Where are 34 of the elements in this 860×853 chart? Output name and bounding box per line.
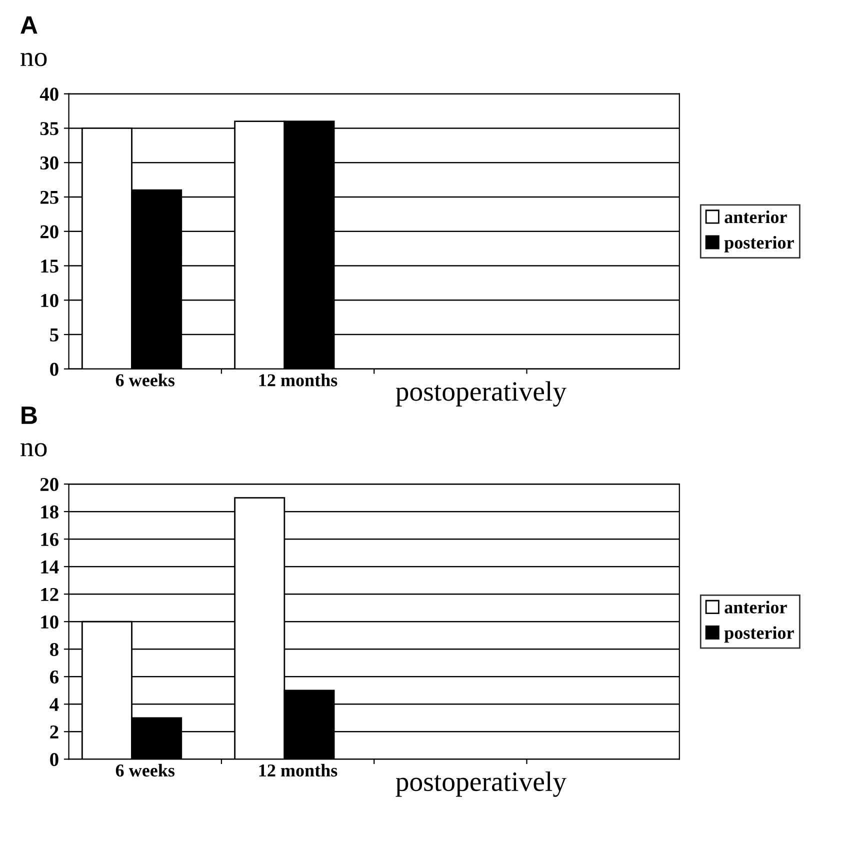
- y-tick-label: 14: [41, 560, 59, 574]
- x-axis-title: postoperatively: [396, 381, 566, 407]
- legend-label: posterior: [724, 236, 794, 252]
- y-tick-label: 15: [41, 260, 58, 273]
- y-tick-label: 30: [40, 156, 58, 170]
- y-tick-label: 5: [50, 328, 58, 342]
- chart-title: A: [20, 16, 38, 34]
- x-tick-label: 12 months: [259, 374, 338, 386]
- y-tick-label: 0: [50, 752, 58, 766]
- y-tick-label: 25: [40, 190, 58, 204]
- legend-label: anterior: [724, 210, 787, 224]
- y-tick-label: 12: [41, 588, 58, 601]
- y-tick-label: 20: [40, 225, 58, 238]
- y-tick-label: 10: [41, 615, 58, 629]
- legend-label: posterior: [724, 626, 794, 643]
- x-tick-label: 6 weeks: [116, 374, 175, 386]
- y-tick-label: 16: [41, 532, 59, 546]
- y-tick-label: 10: [41, 294, 58, 308]
- y-tick-label: 6: [50, 670, 59, 684]
- y-tick-label: 2: [50, 726, 58, 738]
- legend-label: anterior: [724, 600, 787, 614]
- x-tick-label: 12 months: [259, 764, 338, 777]
- x-tick-label: 6 weeks: [116, 764, 175, 777]
- x-axis-title: postoperatively: [396, 772, 566, 797]
- y-tick-label: 4: [50, 698, 59, 711]
- y-tick-label: 35: [40, 122, 58, 136]
- y-tick-label: 18: [41, 505, 58, 519]
- y-axis-title: no: [20, 52, 47, 66]
- y-tick-label: 0: [50, 362, 58, 376]
- chart-title: B: [22, 406, 37, 424]
- y-tick-label: 8: [50, 642, 58, 656]
- y-axis-title: no: [20, 443, 47, 456]
- y-tick-label: 40: [40, 88, 58, 101]
- y-tick-label: 20: [40, 478, 58, 492]
